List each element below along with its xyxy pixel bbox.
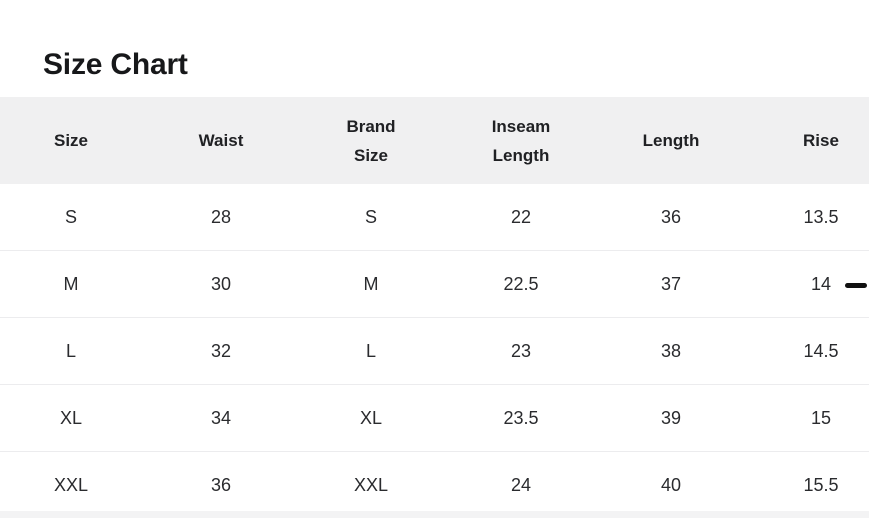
table-cell-brand: S [364, 206, 377, 227]
table-cell-rise: 15 [810, 407, 832, 428]
table-cell-inseam: 23 [510, 340, 532, 361]
table-cell-rise: 15.5 [803, 474, 839, 495]
size-chart-table: Size Waist Brand Size Inseam Length Leng… [0, 97, 869, 518]
table-cell-brand: XL [359, 407, 383, 428]
table-cell-inseam: 24 [510, 474, 532, 495]
table-cell-size: M [63, 273, 79, 294]
table-cell-rise: 14 [810, 273, 832, 294]
table-cell-size: XXL [53, 474, 89, 495]
table-cell-waist: 28 [210, 206, 232, 227]
table-cell-length: 39 [660, 407, 682, 428]
bottom-section-edge [0, 511, 869, 518]
column-header-brand-size: Brand Size [346, 116, 396, 165]
table-cell-length: 40 [660, 474, 682, 495]
table-row: XXL 36 XXL 24 40 15.5 [0, 451, 869, 518]
table-cell-size: S [64, 206, 77, 227]
table-row: S 28 S 22 36 13.5 [0, 184, 869, 250]
table-row: XL 34 XL 23.5 39 15 [0, 384, 869, 451]
table-cell-waist: 32 [210, 340, 232, 361]
table-cell-inseam: 22 [510, 206, 532, 227]
table-cell-inseam: 22.5 [503, 273, 539, 294]
column-header-length: Length [642, 131, 700, 150]
dash-mark [845, 283, 867, 288]
table-cell-waist: 36 [210, 474, 232, 495]
page-title: Size Chart [43, 48, 188, 82]
table-cell-length: 37 [660, 273, 682, 294]
table-cell-brand: M [363, 273, 379, 294]
column-header-inseam-length: Inseam Length [491, 116, 551, 165]
table-cell-rise: 13.5 [803, 206, 839, 227]
table-header-row: Size Waist Brand Size Inseam Length Leng… [0, 97, 869, 184]
table-cell-length: 36 [660, 206, 682, 227]
table-row: L 32 L 23 38 14.5 [0, 317, 869, 384]
table-cell-brand: XXL [353, 474, 389, 495]
table-cell-waist: 30 [210, 273, 232, 294]
table-cell-size: L [65, 340, 76, 361]
table-cell-length: 38 [660, 340, 682, 361]
column-header-size: Size [53, 131, 89, 150]
table-cell-rise: 14.5 [803, 340, 839, 361]
column-header-waist: Waist [198, 131, 244, 150]
table-row: M 30 M 22.5 37 14 [0, 250, 869, 317]
table-cell-brand: L [365, 340, 376, 361]
table-cell-inseam: 23.5 [503, 407, 539, 428]
column-header-rise: Rise [803, 131, 839, 150]
table-cell-size: XL [59, 407, 83, 428]
table-cell-waist: 34 [210, 407, 232, 428]
